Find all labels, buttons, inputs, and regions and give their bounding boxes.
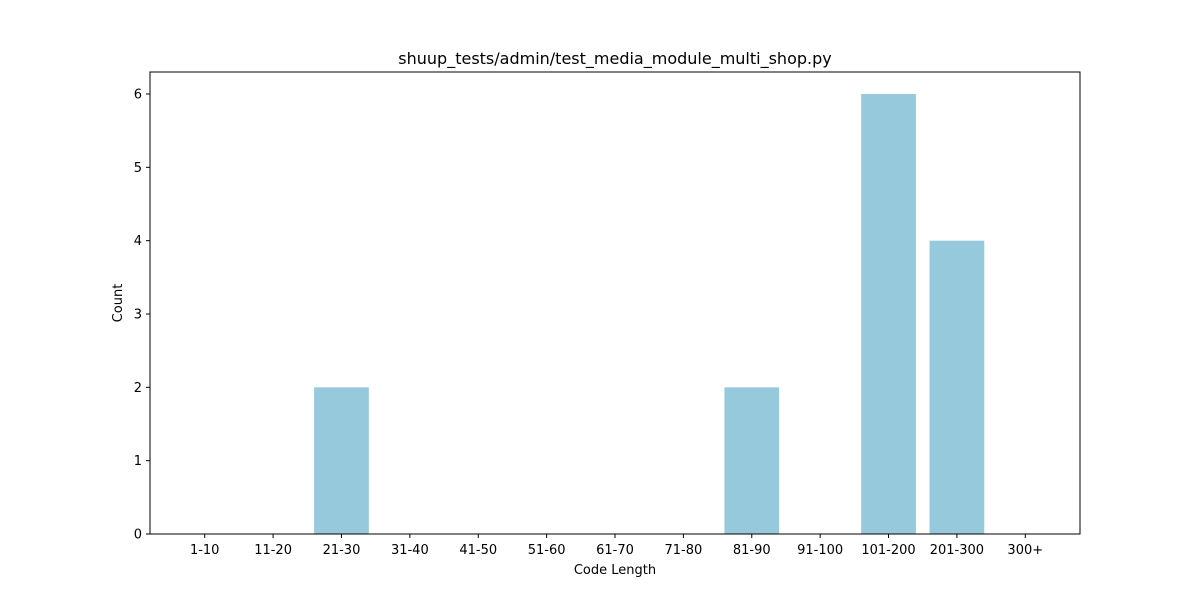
x-tick-label: 201-300 [930, 543, 984, 558]
y-tick-label: 6 [134, 88, 142, 103]
x-tick-label: 71-80 [664, 543, 702, 558]
x-axis-label: Code Length [574, 563, 656, 578]
x-tick-label: 101-200 [861, 543, 915, 558]
x-tick-label: 91-100 [797, 543, 843, 558]
x-tick-label: 61-70 [596, 543, 634, 558]
x-tick-label: 300+ [1007, 543, 1043, 558]
y-tick-label: 5 [134, 161, 142, 176]
y-tick-label: 0 [134, 528, 142, 543]
bar-81-90 [724, 387, 780, 534]
x-tick-label: 1-10 [190, 543, 220, 558]
y-axis-ticks: 0 1 2 3 4 5 6 [134, 88, 150, 543]
y-tick-label: 2 [134, 381, 142, 396]
chart-title: shuup_tests/admin/test_media_module_mult… [398, 49, 831, 69]
x-axis-ticks: 1-10 11-20 21-30 31-40 41-50 51-60 61-70 71-80 8… [190, 534, 1043, 558]
x-tick-label: 41-50 [459, 543, 497, 558]
x-tick-label: 21-30 [323, 543, 361, 558]
y-tick-label: 4 [134, 234, 142, 249]
y-tick-label: 3 [134, 308, 142, 323]
bar-21-30 [314, 387, 369, 534]
y-tick-label: 1 [134, 454, 142, 469]
x-tick-label: 11-20 [254, 543, 292, 558]
bar-101-200 [861, 94, 916, 534]
bar-201-300 [929, 240, 985, 534]
y-axis-label: Count [111, 284, 126, 323]
bars-group [314, 94, 985, 534]
x-tick-label: 51-60 [528, 543, 566, 558]
x-tick-label: 31-40 [391, 543, 429, 558]
x-tick-label: 81-90 [733, 543, 771, 558]
